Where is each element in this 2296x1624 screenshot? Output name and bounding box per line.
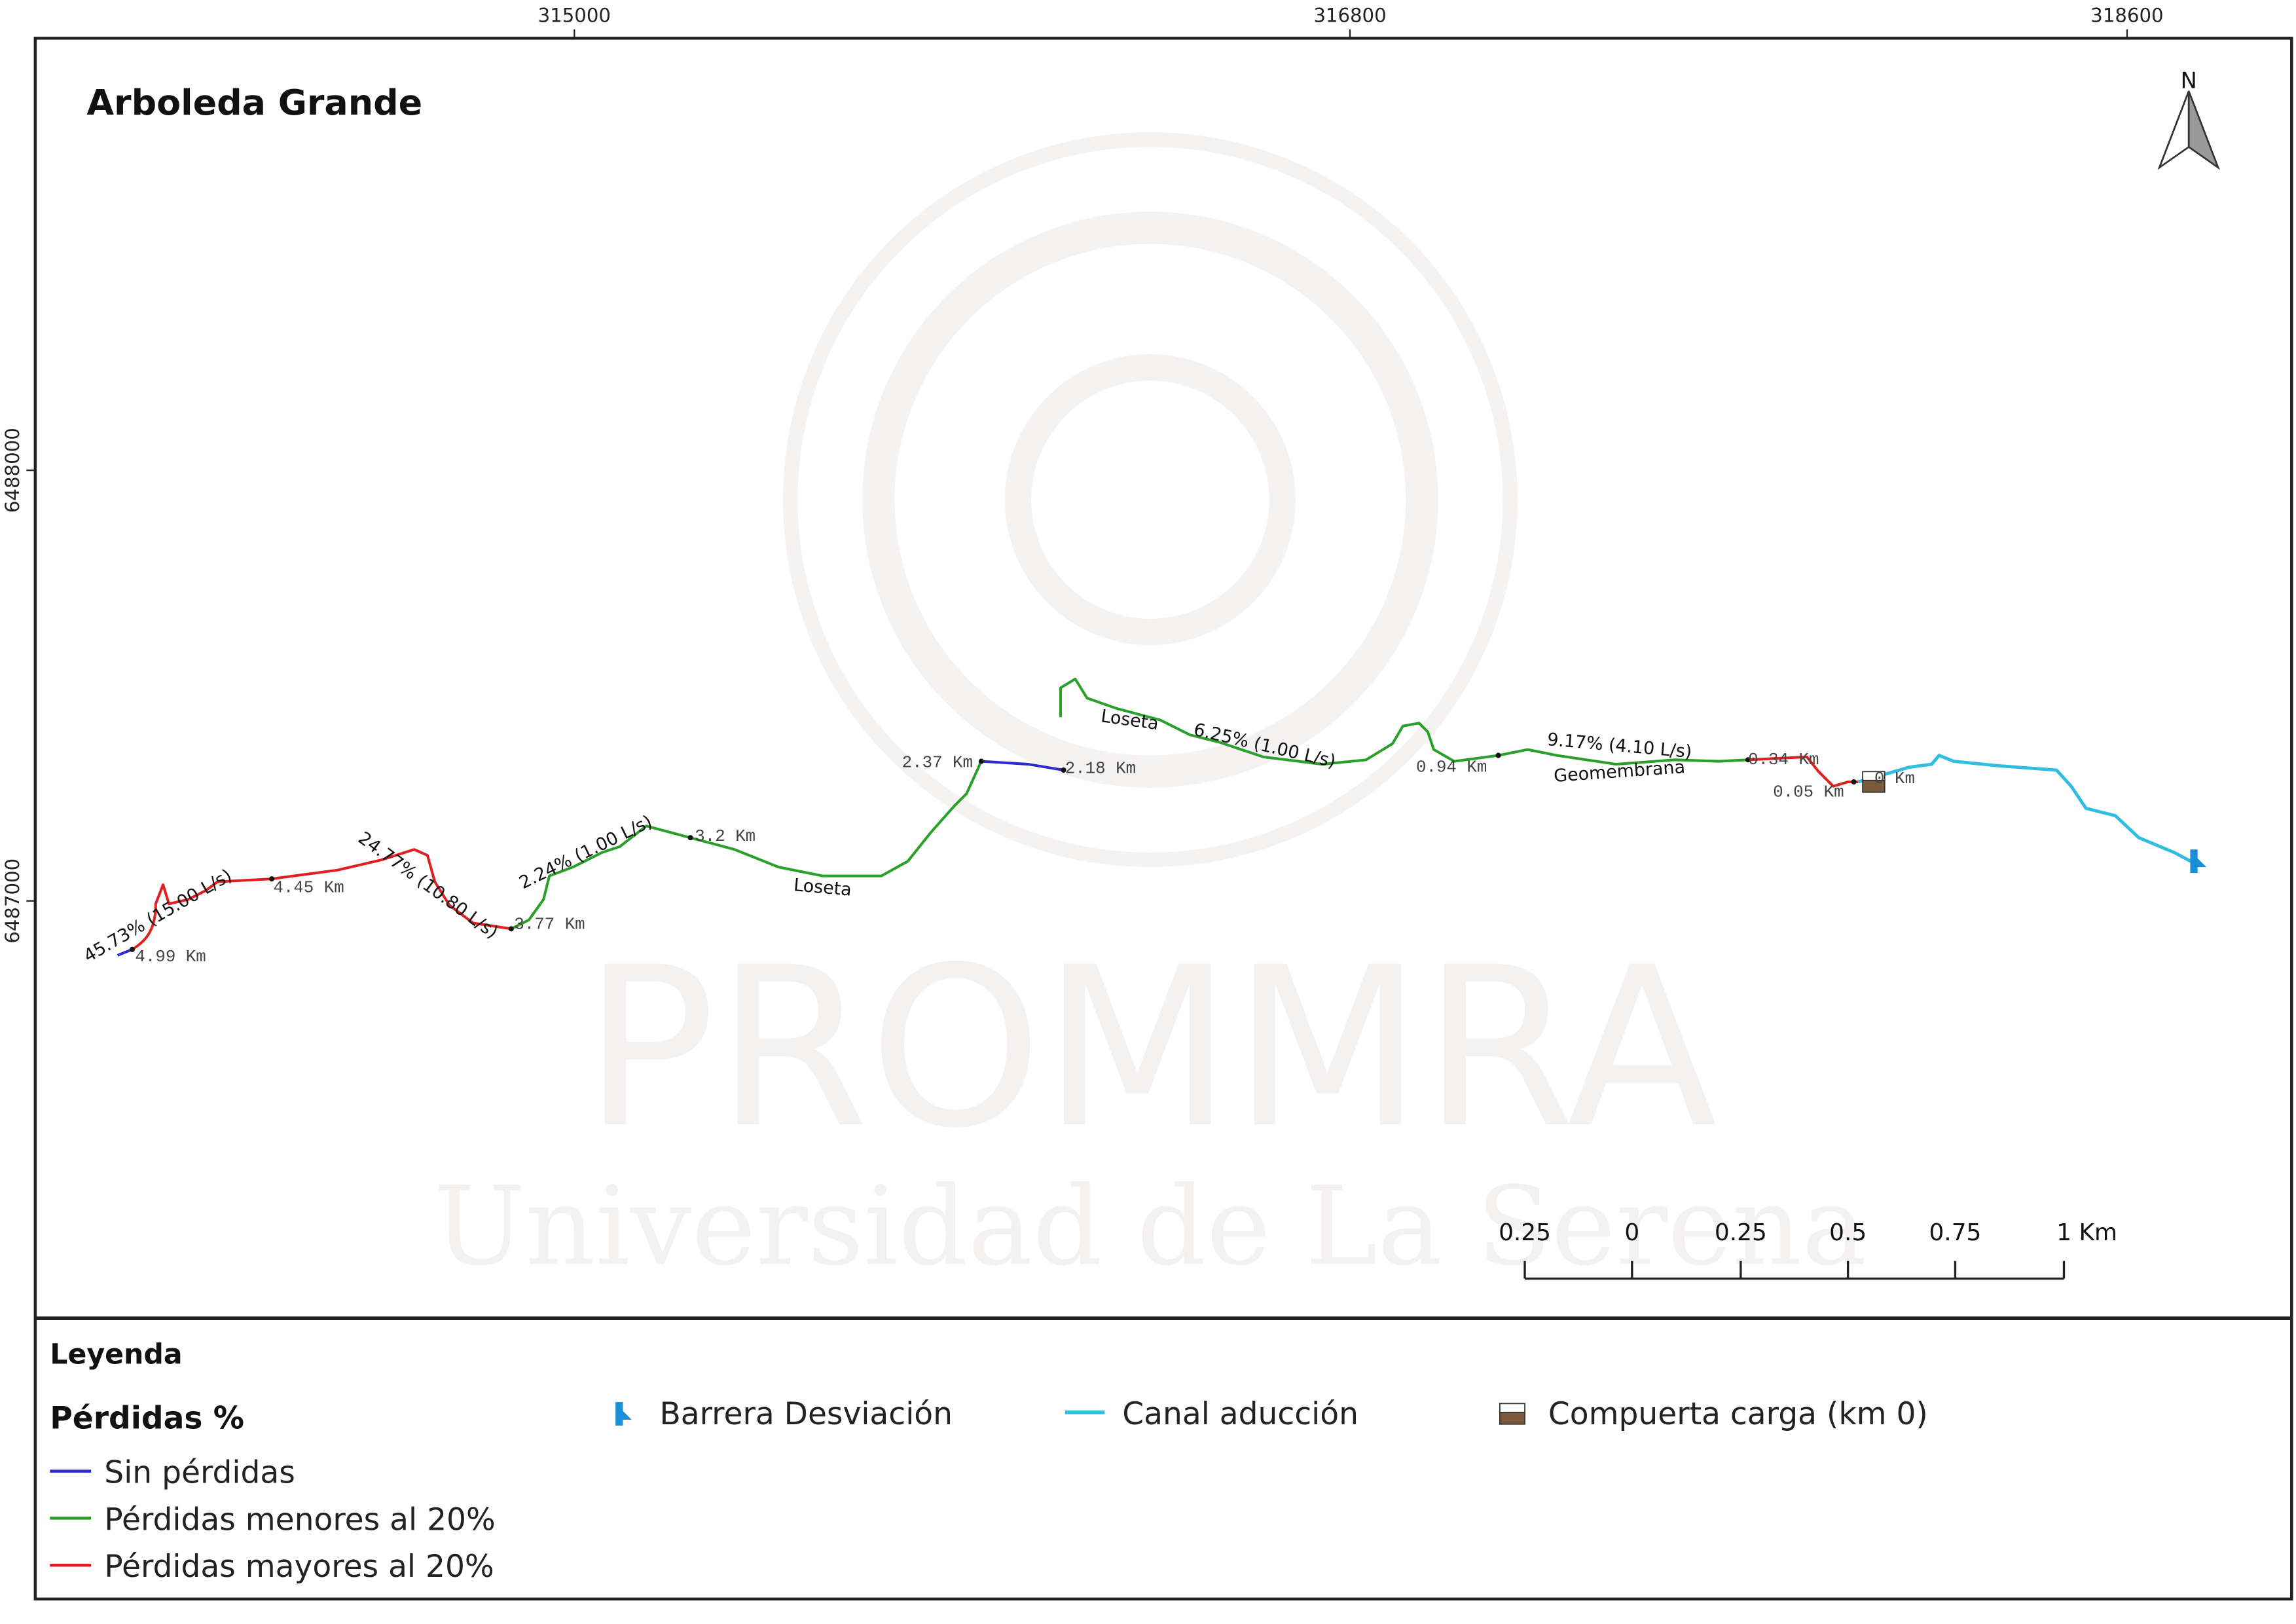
legend-gate-icon	[1499, 1403, 1525, 1413]
segment-low-loss	[510, 760, 983, 931]
legend-barrier-icon	[615, 1402, 632, 1426]
watermark-text: PROMMRA	[583, 921, 1718, 1177]
km-point	[1495, 752, 1501, 758]
km-point	[129, 946, 135, 952]
km-point	[978, 758, 984, 764]
barrier-icon	[2190, 849, 2207, 874]
intake-canal	[1857, 754, 2197, 866]
grid-ticks	[26, 29, 2128, 902]
watermark-ring	[862, 212, 1438, 788]
scale-label: 0.25	[1499, 1219, 1551, 1246]
north-arrow-right	[2187, 90, 2220, 170]
km-label: 4.99 Km	[135, 948, 206, 967]
legend-symbol: Compuerta carga (km 0)	[1548, 1396, 1928, 1432]
north-label: N	[2181, 68, 2197, 94]
watermark-ring	[782, 132, 1518, 868]
legend-item: Pérdidas menores al 20%	[104, 1502, 495, 1538]
km-label: 0.05 Km	[1773, 783, 1844, 802]
km-label: 3.2 Km	[695, 827, 756, 846]
x-coordinate: 315000	[538, 5, 611, 27]
legend-title: Leyenda	[50, 1338, 182, 1371]
km-label: 2.37 Km	[902, 754, 973, 773]
scale-label: 0.25	[1715, 1219, 1767, 1246]
legend-symbol: Barrera Desviación	[659, 1396, 953, 1432]
watermark: PROMMRA Universidad de La Serena	[433, 132, 1867, 1290]
scale-label: 0.5	[1829, 1219, 1867, 1246]
km-point	[1061, 767, 1066, 773]
segment-no-loss	[981, 760, 1064, 772]
legend-group: Pérdidas %	[50, 1400, 244, 1436]
legend-symbol: Canal aducción	[1122, 1396, 1358, 1432]
scale-label: 0.75	[1929, 1219, 1981, 1246]
x-coordinate: 316800	[1313, 5, 1386, 27]
watermark-text: Universidad de La Serena	[433, 1164, 1867, 1290]
north-arrow: N	[2157, 68, 2220, 170]
y-coordinate: 6487000	[1, 858, 24, 944]
km-point	[269, 876, 275, 882]
km-point	[508, 926, 514, 932]
segment-low-loss	[1059, 677, 1749, 766]
km-points	[129, 752, 1857, 952]
gate-icon	[1862, 771, 1886, 793]
x-coordinate: 318600	[2090, 5, 2163, 27]
km-label: 3.77 Km	[514, 915, 585, 934]
y-coordinate: 6488000	[1, 428, 24, 513]
scale-label: 1 Km	[2056, 1219, 2117, 1246]
segment-high-loss	[1747, 755, 1859, 788]
km-label: 4.45 Km	[273, 878, 344, 897]
km-label: 0.34 Km	[1748, 750, 1819, 769]
gate-top	[1862, 771, 1886, 781]
legend-item: Sin pérdidas	[104, 1455, 295, 1491]
km-point	[1745, 757, 1751, 763]
km-point	[687, 835, 693, 841]
watermark-ring	[1004, 354, 1296, 646]
legend-item: Pérdidas mayores al 20%	[104, 1549, 494, 1585]
km-label: 0.94 Km	[1416, 758, 1487, 777]
map-title: Arboleda Grande	[86, 82, 422, 123]
km-label: 0 Km	[1874, 769, 1915, 788]
map-frame	[33, 37, 2293, 1601]
segment-label: Loseta	[793, 875, 852, 900]
segment-high-loss	[131, 848, 512, 951]
legend-gate-icon	[1499, 1411, 1525, 1425]
km-point	[1851, 779, 1857, 785]
canal	[117, 677, 2197, 957]
scale-label: 0	[1624, 1219, 1639, 1246]
scale-bar	[1523, 1261, 2066, 1280]
km-label: 2.18 Km	[1065, 760, 1136, 779]
